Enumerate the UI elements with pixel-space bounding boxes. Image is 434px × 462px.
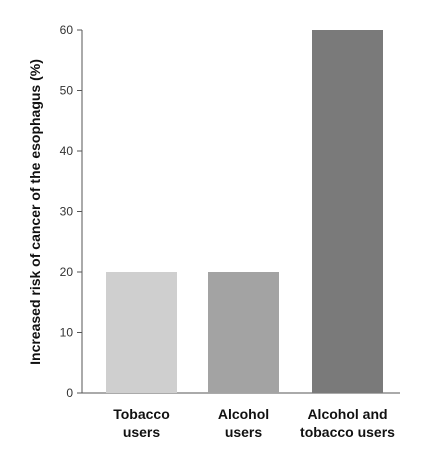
- y-tick-label: 50: [60, 84, 74, 98]
- x-category-label: Tobacco users: [113, 406, 170, 440]
- y-tick-label: 0: [66, 386, 73, 400]
- x-category-label: Alcohol users: [218, 406, 269, 440]
- y-tick-label: 30: [60, 205, 74, 219]
- bar: [106, 272, 177, 393]
- y-tick-label: 20: [60, 265, 74, 279]
- y-tick-label: 10: [60, 326, 74, 340]
- y-tick-label: 60: [60, 23, 74, 37]
- y-axis-label: Increased risk of cancer of the esophagu…: [27, 59, 43, 365]
- bars: [106, 30, 383, 393]
- bar: [208, 272, 279, 393]
- bar: [312, 30, 383, 393]
- x-category-label: Alcohol and tobacco users: [300, 406, 395, 440]
- y-tick-label: 40: [60, 144, 74, 158]
- x-axis-labels: Tobacco users Alcohol users Alcohol and tobac…: [113, 406, 395, 440]
